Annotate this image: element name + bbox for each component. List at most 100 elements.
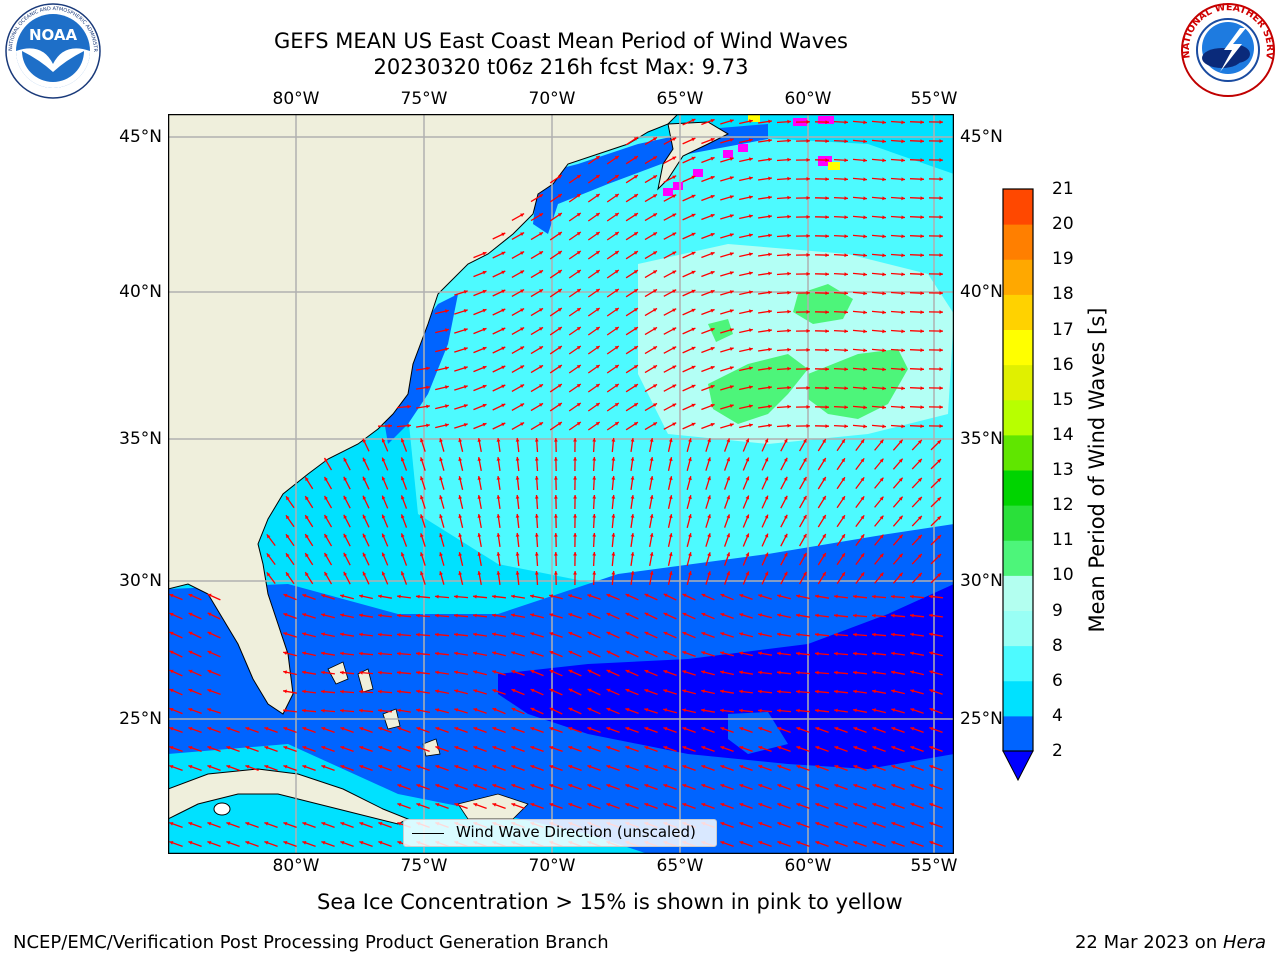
direction-arrow-head <box>834 765 839 769</box>
direction-arrow-head <box>511 784 516 788</box>
direction-arrow-head <box>359 727 364 731</box>
direction-arrow-head <box>929 670 934 674</box>
direction-arrow-head <box>557 308 562 312</box>
direction-arrow-head <box>663 593 668 598</box>
lon-label-top: 75°W <box>400 89 448 109</box>
direction-arrow-head <box>587 631 592 636</box>
direction-arrow-head <box>649 438 654 442</box>
direction-arrow-head <box>169 612 174 617</box>
direction-arrow-head <box>573 514 577 518</box>
direction-arrow-head <box>611 514 616 518</box>
direction-arrow-head <box>910 765 915 769</box>
colorbar-cell <box>1003 364 1033 401</box>
legend-line-swatch <box>412 833 444 834</box>
direction-arrow-head <box>691 270 696 275</box>
direction-arrow-head <box>929 822 934 826</box>
direction-arrow-head <box>937 573 941 577</box>
direction-arrow-head <box>749 328 753 333</box>
direction-arrow-head <box>454 613 458 618</box>
direction-arrow-head <box>682 727 687 731</box>
direction-arrow-head <box>188 841 193 845</box>
direction-arrow-head <box>882 158 886 163</box>
direction-arrow-head <box>302 689 306 694</box>
direction-arrow-head <box>420 438 424 443</box>
direction-arrow-head <box>305 572 309 577</box>
direction-arrow-head <box>644 669 649 674</box>
direction-arrow-head <box>477 476 482 480</box>
direction-arrow-head <box>682 803 687 807</box>
direction-arrow-head <box>530 632 535 636</box>
direction-arrow-head <box>378 651 382 656</box>
direction-arrow-head <box>549 650 554 655</box>
direction-arrow-head <box>844 234 848 239</box>
direction-arrow-head <box>796 689 800 694</box>
direction-arrow-head <box>496 457 501 461</box>
direction-arrow-head <box>630 457 635 461</box>
direction-arrow-head <box>726 495 730 500</box>
lat-label-right: 40°N <box>960 282 1003 302</box>
direction-arrow-head <box>796 708 800 713</box>
direction-arrow-head <box>587 803 592 807</box>
direction-arrow-head <box>783 514 788 519</box>
direction-arrow-head <box>768 271 772 276</box>
lat-label-left: 45°N <box>119 127 162 147</box>
direction-arrow-head <box>787 138 791 143</box>
direction-arrow-head <box>587 650 592 655</box>
direction-arrow-head <box>653 232 657 236</box>
lat-label-right: 45°N <box>960 127 1003 147</box>
direction-arrow-head <box>764 476 769 481</box>
direction-arrow-head <box>863 272 867 277</box>
colorbar-cell <box>1003 540 1033 576</box>
direction-arrow-head <box>266 534 271 539</box>
direction-arrow-head <box>340 632 344 637</box>
direction-arrow-head <box>454 651 458 656</box>
direction-arrow-head <box>882 253 886 258</box>
direction-arrow-head <box>910 727 915 731</box>
direction-arrow-head <box>397 841 402 845</box>
direction-arrow-head <box>534 438 539 442</box>
direction-arrow-head <box>844 291 848 296</box>
direction-arrow-head <box>834 727 839 731</box>
direction-arrow-head <box>691 346 696 351</box>
direction-arrow-head <box>644 746 649 750</box>
direction-arrow-head <box>860 496 865 501</box>
direction-arrow-head <box>863 329 867 334</box>
direction-arrow-head <box>710 423 715 427</box>
direction-arrow-head <box>501 384 506 389</box>
direction-arrow-head <box>929 708 934 712</box>
direction-arrow-head <box>806 386 810 390</box>
direction-arrow-head <box>853 841 858 845</box>
direction-arrow-head <box>534 533 539 537</box>
direction-arrow-head <box>633 213 638 217</box>
direction-arrow-head <box>653 270 657 274</box>
direction-arrow-head <box>806 177 810 181</box>
direction-arrow-head <box>625 650 630 655</box>
direction-arrow-head <box>511 613 515 618</box>
direction-arrow-head <box>606 612 611 617</box>
direction-arrow-head <box>576 308 581 312</box>
direction-arrow-head <box>463 404 468 408</box>
direction-arrow-head <box>777 822 782 826</box>
direction-arrow-head <box>592 495 597 499</box>
direction-arrow-head <box>749 176 753 181</box>
direction-arrow-head <box>321 727 326 731</box>
direction-arrow-head <box>882 196 886 201</box>
direction-arrow-head <box>359 841 364 845</box>
direction-arrow-head <box>492 613 496 618</box>
map-frame <box>168 114 954 854</box>
direction-arrow-head <box>815 670 819 675</box>
direction-arrow-head <box>841 515 845 520</box>
lon-label-top: 70°W <box>528 89 576 109</box>
direction-arrow-head <box>882 386 886 391</box>
direction-arrow-head <box>359 689 363 694</box>
direction-arrow-head <box>633 422 638 426</box>
direction-arrow-head <box>796 803 801 807</box>
direction-arrow-head <box>920 120 924 125</box>
direction-arrow-head <box>668 533 673 537</box>
direction-arrow-head <box>901 367 905 372</box>
direction-arrow-head <box>749 233 753 238</box>
direction-arrow-head <box>549 594 554 598</box>
direction-arrow-head <box>340 689 344 694</box>
direction-arrow-head <box>435 765 440 769</box>
direction-arrow-head <box>169 593 174 598</box>
